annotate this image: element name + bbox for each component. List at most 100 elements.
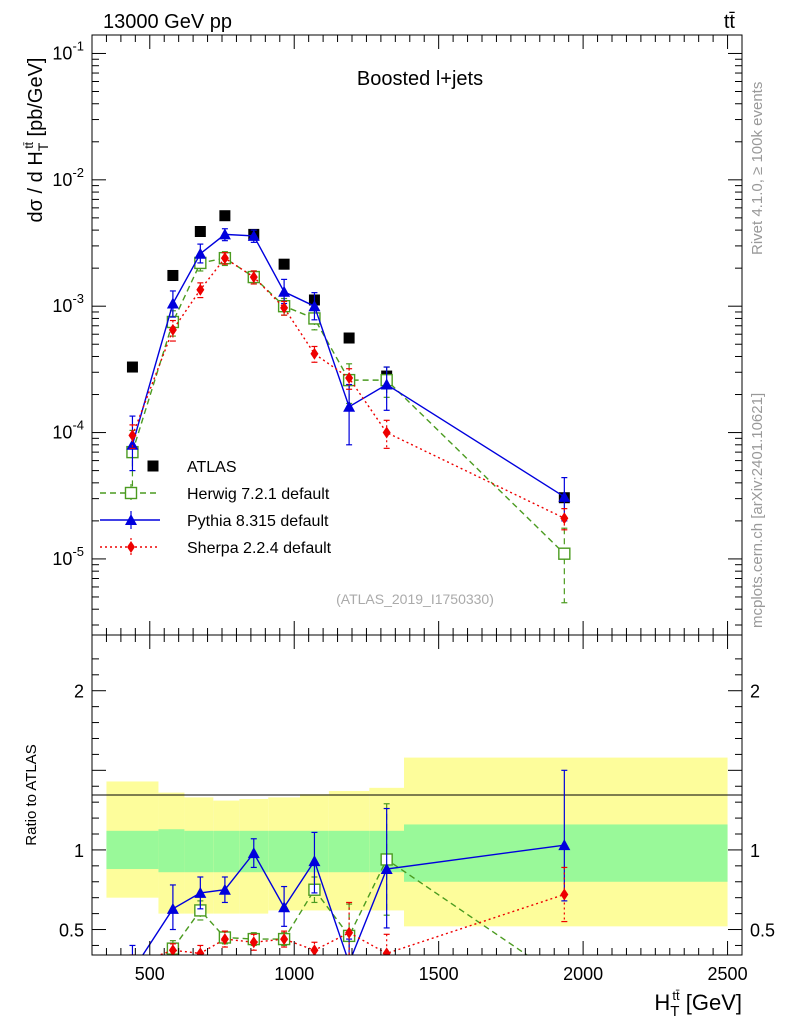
- ratio-line: [141, 844, 565, 955]
- series-line: [131, 257, 565, 555]
- series-line: [131, 257, 565, 519]
- ratio-point: [278, 901, 291, 913]
- stat-uncertainty-band: [158, 829, 185, 873]
- x-axis-label: HTtt̄ [GeV]: [654, 988, 742, 1020]
- y-tick-exponent: -3: [72, 291, 84, 306]
- lower-series: [129, 769, 571, 968]
- data-point: [558, 547, 571, 560]
- ratio-point: [345, 926, 354, 939]
- lower-frame: [91, 634, 743, 956]
- data-point: [194, 226, 206, 238]
- legend-label: Pythia 8.315 default: [187, 513, 329, 530]
- analysis-watermark: (ATLAS_2019_I1750330): [336, 591, 494, 607]
- y-tick-exponent: -5: [72, 544, 84, 559]
- ratio-y-tick-label: 2: [74, 682, 84, 702]
- ratio-series-sherpa: [129, 866, 569, 955]
- ratio-point: [560, 888, 569, 901]
- chart-title: Boosted l+jets: [357, 68, 483, 90]
- y-tick-label: 10-4: [52, 418, 84, 443]
- ratio-y-tick-label: 0.5: [59, 921, 84, 941]
- x-tick-label: 2500: [708, 964, 748, 984]
- data-point: [310, 347, 319, 360]
- data-point: [560, 512, 569, 525]
- data-point: [343, 332, 355, 344]
- data-point: [126, 438, 139, 450]
- ratio-point: [220, 933, 229, 946]
- x-tick-label: 1500: [419, 964, 459, 984]
- ratio-point: [310, 944, 319, 955]
- upper-y-axis-label: dσ / d HTtt̄ [pb/GeV]: [22, 58, 51, 223]
- upper-series: [126, 210, 571, 604]
- ratio-y-tick-label: 1: [750, 841, 760, 861]
- ratio-point: [343, 957, 355, 968]
- ratio-series-pythia: [129, 769, 571, 968]
- data-point: [308, 300, 321, 312]
- upper-axis-ticks: 10-5 10-4 10-3 10-2 10-1: [52, 35, 743, 635]
- y-tick-label: 10-1: [52, 38, 84, 63]
- y-tick-label: 10-3: [52, 291, 84, 316]
- lower-panel: 500 1000 1500 2000 2500 0.5 0.5 1 1 2 2 Ratio to A…: [23, 634, 775, 1020]
- data-point: [128, 429, 137, 442]
- mcplots-text: mcplots.cern.ch [arXiv:2401.10621]: [749, 393, 766, 628]
- ratio-point: [308, 855, 321, 867]
- data-point: [380, 378, 393, 390]
- data-point: [168, 323, 177, 336]
- data-point: [558, 490, 571, 502]
- upper-panel: 10-5 10-4 10-3 10-2 10-1 Boosted l+jets (ATL…: [22, 34, 743, 636]
- legend: ATLAS Herwig 7.2.1 default Pythia 8.315 de…: [100, 459, 332, 557]
- stat-uncertainty-band: [328, 830, 370, 873]
- stat-uncertainty-band: [268, 830, 300, 873]
- legend-label: Sherpa 2.2.4 default: [187, 540, 332, 557]
- ratio-line: [162, 858, 529, 955]
- data-point: [247, 229, 260, 241]
- data-point: [278, 258, 290, 270]
- y-tick-label: 10-2: [52, 165, 84, 190]
- stat-uncertainty-band: [404, 824, 728, 882]
- series-sherpa: [128, 252, 569, 531]
- stat-uncertainty-band: [213, 830, 240, 873]
- ratio-y-tick-label: 1: [74, 841, 84, 861]
- ratio-y-axis-label: Ratio to ATLAS: [23, 744, 40, 845]
- data-point: [167, 269, 179, 281]
- legend-entry: Sherpa 2.2.4 default: [100, 538, 332, 557]
- y-tick-exponent: -1: [72, 38, 84, 53]
- stat-uncertainty-band: [184, 830, 214, 873]
- ratio-uncertainty-bands: [106, 757, 728, 927]
- collision-label: 13000 GeV pp: [103, 11, 232, 33]
- data-point: [219, 210, 231, 222]
- series-line: [131, 233, 565, 498]
- legend-label: Herwig 7.2.1 default: [187, 486, 330, 503]
- legend-marker: [127, 541, 135, 553]
- ratio-point: [249, 936, 258, 949]
- data-point: [220, 252, 229, 265]
- legend-entry: Pythia 8.315 default: [100, 511, 329, 530]
- y-tick-exponent: -4: [72, 418, 84, 433]
- data-point: [382, 426, 391, 439]
- ratio-point: [168, 944, 177, 955]
- data-point: [166, 297, 179, 309]
- ratio-point: [196, 947, 205, 955]
- ratio-point: [382, 947, 391, 955]
- y-tick-exponent: -2: [72, 165, 84, 180]
- series-pythia: [126, 228, 571, 522]
- data-point: [278, 285, 291, 297]
- legend-label: ATLAS: [187, 459, 237, 476]
- ratio-point: [218, 883, 231, 895]
- lower-axis-ticks: 500 1000 1500 2000 2500 0.5 0.5 1 1 2 2: [59, 635, 775, 984]
- ratio-point: [194, 886, 207, 898]
- legend-marker: [124, 486, 138, 500]
- x-tick-label: 2000: [563, 964, 603, 984]
- ratio-y-tick-label: 2: [750, 682, 760, 702]
- legend-entry: Herwig 7.2.1 default: [100, 484, 330, 503]
- data-point: [218, 228, 231, 240]
- y-tick-label: 10-5: [52, 544, 84, 569]
- data-point: [280, 301, 289, 314]
- legend-marker: [147, 460, 159, 472]
- x-tick-label: 500: [135, 964, 165, 984]
- process-label: tt̄: [724, 11, 736, 33]
- ratio-point: [166, 902, 179, 914]
- ratio-y-tick-label: 0.5: [750, 921, 775, 941]
- data-point: [196, 283, 205, 296]
- data-point: [343, 400, 356, 412]
